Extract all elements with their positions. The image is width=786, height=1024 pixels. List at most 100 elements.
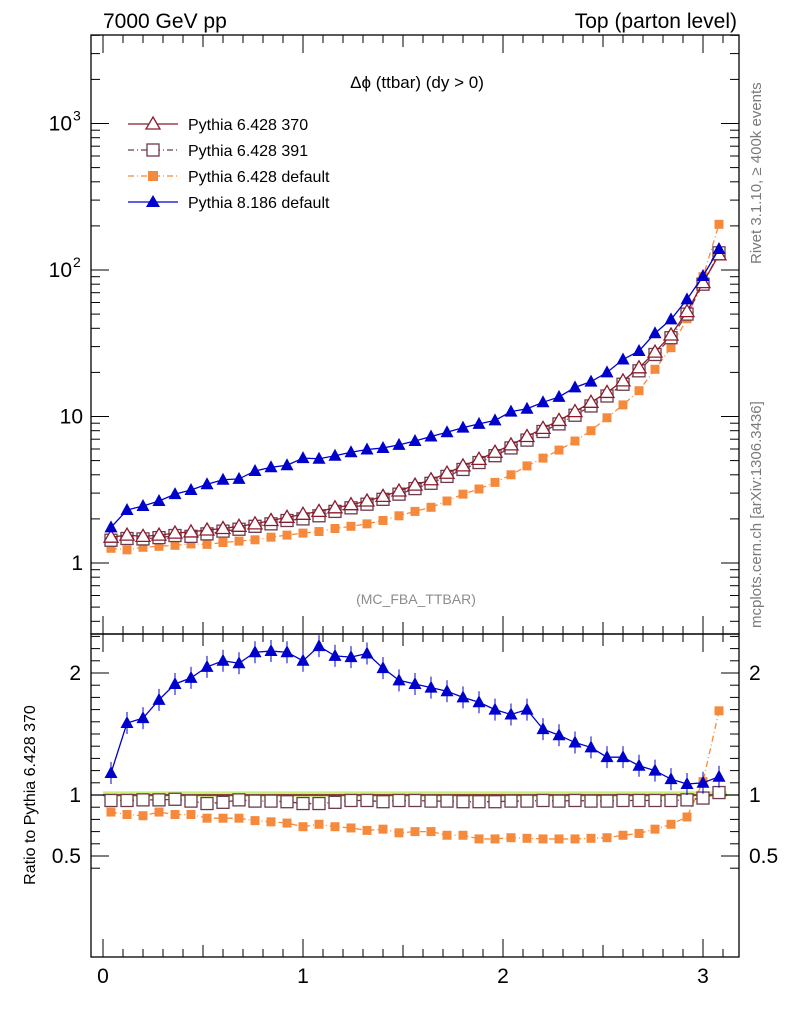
ratio-point-s2 — [312, 639, 326, 652]
data-point-s0 — [630, 359, 648, 374]
ratio-point-s0 — [344, 793, 358, 808]
data-point-s3 — [696, 269, 710, 282]
legend-entry-py6-391: Pythia 6.428 391 — [128, 143, 308, 160]
data-point-s2 — [154, 541, 164, 551]
ratio-point-s2 — [136, 711, 150, 724]
data-point-s2 — [234, 536, 244, 546]
ratio-point-s0 — [200, 796, 214, 811]
ratio-point-s0 — [216, 795, 230, 809]
data-point-s2 — [554, 445, 564, 455]
data-point-s0 — [326, 499, 344, 514]
data-point-s0 — [486, 443, 504, 458]
ratio-point-s2 — [632, 758, 646, 771]
ratio-point-s0 — [712, 785, 726, 800]
data-point-s3 — [616, 352, 630, 365]
ratio-point-s2 — [216, 653, 230, 666]
legend-marker-filled-triangle — [146, 195, 160, 207]
header-energy-label: 7000 GeV pp — [103, 10, 227, 33]
ratio-point-s1 — [346, 823, 356, 833]
ratio-point-s2 — [152, 692, 166, 705]
data-point-s3 — [344, 445, 358, 458]
ratio-series-line-2 — [110, 645, 720, 785]
data-point-s2 — [330, 523, 340, 533]
data-point-s2 — [474, 484, 484, 494]
ratio-point-s1 — [298, 822, 308, 832]
data-point-s3 — [488, 413, 502, 426]
data-point-s2 — [378, 516, 388, 526]
ratio-point-s1 — [506, 833, 516, 843]
legend-label-py8-default: Pythia 8.186 default — [188, 195, 330, 212]
data-point-s3 — [184, 482, 198, 495]
ratio-point-s1 — [666, 819, 676, 829]
data-point-s0 — [582, 394, 600, 408]
legend-marker-filled-square — [148, 171, 158, 181]
data-point-s3 — [264, 460, 278, 473]
y-tick-label: 10 — [49, 259, 72, 282]
data-point-s0 — [118, 526, 136, 541]
ratio-point-s1 — [554, 834, 564, 844]
ratio-point-s1 — [682, 812, 692, 822]
y-tick-label: 10 — [49, 113, 72, 136]
ratio-point-s2 — [456, 690, 470, 703]
data-point-s3 — [216, 472, 230, 485]
ratio-point-s2 — [344, 650, 358, 663]
ratio-point-s1 — [186, 810, 196, 820]
ratio-point-s0 — [616, 793, 630, 808]
ratio-point-s1 — [266, 817, 276, 827]
ratio-point-s1 — [474, 834, 484, 844]
rivet-version-label: Rivet 3.1.10, ≥ 400k events — [748, 82, 765, 264]
ratio-point-s1 — [282, 818, 292, 828]
ratio-point-s0 — [696, 791, 710, 805]
ratio-point-s0 — [424, 794, 438, 808]
data-point-s2 — [634, 386, 644, 396]
ratio-y-tick-label-left: 0.5 — [52, 845, 81, 868]
data-point-s0 — [422, 471, 440, 486]
ratio-point-s1 — [378, 824, 388, 834]
ratio-point-s1 — [218, 813, 228, 823]
ratio-point-s2 — [552, 728, 566, 741]
data-point-s2 — [602, 413, 612, 423]
data-point-s3 — [328, 448, 342, 461]
data-point-s0 — [358, 492, 376, 507]
data-point-s2 — [250, 535, 260, 545]
data-point-s0 — [166, 524, 184, 539]
data-point-s0 — [662, 326, 680, 341]
data-point-s0 — [246, 515, 264, 530]
ratio-point-s2 — [616, 750, 630, 763]
ratio-point-s1 — [234, 813, 244, 823]
data-point-s3 — [520, 401, 534, 414]
ratio-point-s1 — [538, 834, 548, 844]
data-point-s2 — [666, 343, 676, 353]
data-point-s2 — [266, 532, 276, 542]
data-point-s2 — [282, 530, 292, 540]
data-point-s3 — [584, 374, 598, 387]
data-point-s0 — [534, 420, 552, 435]
ratio-point-s0 — [472, 795, 486, 809]
ratio-point-s1 — [138, 811, 148, 821]
legend-entry-py6-370: Pythia 6.428 370 — [128, 115, 308, 134]
ratio-point-s0 — [600, 794, 614, 808]
data-point-s2 — [138, 542, 148, 552]
data-point-s3 — [248, 463, 262, 476]
ratio-point-s1 — [570, 834, 580, 844]
ratio-y-tick-label-left: 1 — [69, 784, 81, 807]
data-point-s3 — [312, 451, 326, 464]
data-point-s0 — [294, 506, 312, 520]
ratio-point-s1 — [250, 816, 260, 826]
data-point-s0 — [678, 303, 696, 318]
x-tick-label: 1 — [297, 965, 309, 988]
ratio-point-s2 — [536, 722, 550, 735]
main-plot-title: Δϕ (ttbar) (dy > 0) — [350, 73, 484, 92]
data-point-s2 — [586, 426, 596, 436]
ratio-y-tick-label-right: 1 — [749, 784, 761, 807]
data-point-s3 — [600, 365, 614, 378]
data-point-s0 — [102, 528, 120, 543]
ratio-y-tick-label-right: 2 — [749, 662, 761, 685]
data-point-s0 — [134, 528, 152, 543]
data-point-s3 — [536, 395, 550, 408]
ratio-point-s1 — [458, 830, 468, 840]
ratio-point-s2 — [520, 702, 534, 715]
ratio-point-s2 — [184, 670, 198, 683]
ratio-point-s2 — [296, 653, 310, 666]
